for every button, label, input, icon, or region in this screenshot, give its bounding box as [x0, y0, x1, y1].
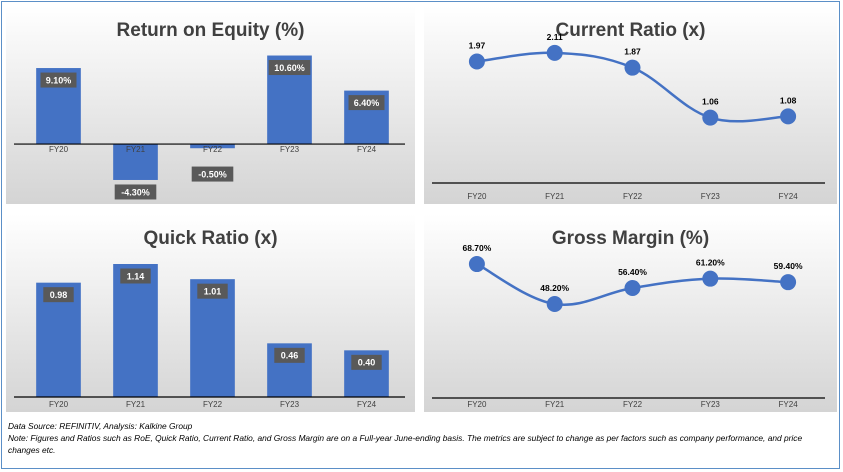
data-label-fy21: 1.14 — [120, 268, 151, 284]
data-label-fy20: 0.98 — [43, 287, 74, 303]
point-fy21 — [546, 296, 563, 313]
bar-fy21 — [113, 144, 158, 180]
data-source-text: Data Source: REFINITIV, Analysis: Kalkin… — [8, 421, 193, 431]
data-label-fy21: -4.30% — [114, 184, 157, 200]
data-label-fy23-box — [268, 60, 311, 76]
data-label-fy20: 9.10% — [40, 72, 77, 88]
data-label-fy24-text: 0.40 — [358, 358, 376, 368]
x-tick-label-fy22: FY22 — [623, 192, 643, 201]
gross-margin-chart-panel: Gross Margin (%) 68.70% 48.20% 56.40% 61.20%… — [424, 214, 837, 412]
data-label-fy20-text: 0.98 — [50, 290, 68, 300]
data-label-fy20-box — [40, 72, 77, 88]
data-label-fy22-box — [197, 283, 228, 299]
x-tick-label-fy22: FY22 — [623, 400, 643, 409]
data-label-fy24-text: 6.40% — [354, 98, 380, 108]
x-tick-label-fy23: FY23 — [701, 400, 721, 409]
x-tick-label-fy21: FY21 — [126, 400, 146, 409]
chart-title: Current Ratio (x) — [556, 20, 706, 41]
data-label-fy22-text: 1.01 — [204, 286, 222, 296]
footer-notes: Data Source: REFINITIV, Analysis: Kalkin… — [8, 420, 834, 456]
x-tick-label-fy20: FY20 — [49, 145, 69, 154]
data-label-fy21-box — [114, 184, 157, 200]
data-label-fy23-box — [274, 347, 305, 363]
data-label-fy21: 48.20% — [540, 283, 569, 293]
x-tick-label-fy24: FY24 — [357, 145, 377, 154]
current-ratio-chart: Current Ratio (x) 1.97 2.11 1.87 1.06 1.08 FY2… — [424, 6, 837, 204]
data-label-fy22: 56.40% — [618, 267, 647, 277]
data-label-fy20-box — [43, 287, 74, 303]
chart-title: Quick Ratio (x) — [143, 228, 277, 249]
x-tick-label-fy24: FY24 — [779, 400, 799, 409]
data-label-fy21-box — [120, 268, 151, 284]
data-label-fy24: 6.40% — [348, 95, 385, 111]
data-label-fy20-text: 9.10% — [46, 75, 72, 85]
data-label-fy24: 0.40 — [351, 354, 382, 370]
x-tick-label-fy23: FY23 — [701, 192, 721, 201]
note-text: Note: Figures and Ratios such as RoE, Qu… — [8, 433, 803, 455]
x-tick-label-fy22: FY22 — [203, 400, 223, 409]
data-label-fy23-text: 0.46 — [281, 351, 299, 361]
bar-fy22 — [190, 144, 235, 149]
data-label-fy23-text: 10.60% — [274, 63, 305, 73]
quick-ratio-chart-panel: Quick Ratio (x) 0.98 1.14 1.01 0.46 0.40 FY20 F… — [6, 214, 415, 412]
point-fy20 — [468, 256, 485, 273]
x-tick-label-fy21: FY21 — [545, 400, 565, 409]
data-label-fy20: 68.70% — [462, 243, 491, 253]
data-label-fy24: 59.40% — [774, 261, 803, 271]
x-tick-label-fy20: FY20 — [467, 400, 487, 409]
data-label-fy21-text: -4.30% — [121, 187, 150, 197]
data-label-fy23: 10.60% — [268, 60, 311, 76]
roe-chart-panel: Return on Equity (%) 9.10% -4.30% -0.50% 10.… — [6, 6, 415, 204]
chart-title: Return on Equity (%) — [117, 20, 305, 41]
x-tick-label-fy20: FY20 — [49, 400, 69, 409]
x-tick-label-fy24: FY24 — [779, 192, 799, 201]
data-label-fy20: 1.97 — [469, 41, 486, 51]
data-label-fy22-box — [191, 166, 234, 182]
bar-fy22 — [190, 279, 235, 397]
data-label-fy24-box — [348, 95, 385, 111]
point-fy21 — [546, 44, 563, 61]
point-fy23 — [702, 109, 719, 126]
point-fy24 — [780, 108, 797, 125]
x-tick-label-fy23: FY23 — [280, 145, 300, 154]
point-fy22 — [624, 59, 641, 76]
x-tick-label-fy20: FY20 — [467, 192, 487, 201]
x-tick-label-fy23: FY23 — [280, 400, 300, 409]
roe-chart: Return on Equity (%) 9.10% -4.30% -0.50% 10.… — [6, 6, 415, 204]
point-fy20 — [468, 53, 485, 70]
point-fy23 — [702, 270, 719, 287]
data-label-fy22: 1.01 — [197, 283, 228, 299]
current-ratio-chart-panel: Current Ratio (x) 1.97 2.11 1.87 1.06 1.08 FY2… — [424, 6, 837, 204]
data-label-fy23: 0.46 — [274, 347, 305, 363]
chart-background — [424, 214, 837, 412]
data-label-fy22-text: -0.50% — [198, 169, 227, 179]
data-label-fy21: 2.11 — [547, 32, 563, 42]
data-label-fy24: 1.08 — [780, 95, 797, 105]
data-label-fy23: 1.06 — [702, 97, 719, 107]
data-label-fy22: 1.87 — [624, 47, 641, 57]
x-tick-label-fy22: FY22 — [203, 145, 223, 154]
x-tick-label-fy21: FY21 — [545, 192, 565, 201]
data-label-fy24-box — [351, 354, 382, 370]
x-tick-label-fy24: FY24 — [357, 400, 377, 409]
quick-ratio-chart: Quick Ratio (x) 0.98 1.14 1.01 0.46 0.40 FY20 F… — [6, 214, 415, 412]
gross-margin-chart: Gross Margin (%) 68.70% 48.20% 56.40% 61.20%… — [424, 214, 837, 412]
x-tick-label-fy21: FY21 — [126, 145, 146, 154]
bar-fy21 — [113, 264, 158, 397]
data-label-fy23: 61.20% — [696, 258, 725, 268]
chart-title: Gross Margin (%) — [552, 228, 709, 249]
chart-background — [424, 6, 837, 204]
point-fy24 — [780, 274, 797, 291]
data-label-fy21-text: 1.14 — [127, 271, 145, 281]
point-fy22 — [624, 280, 641, 297]
data-label-fy22: -0.50% — [191, 166, 234, 182]
